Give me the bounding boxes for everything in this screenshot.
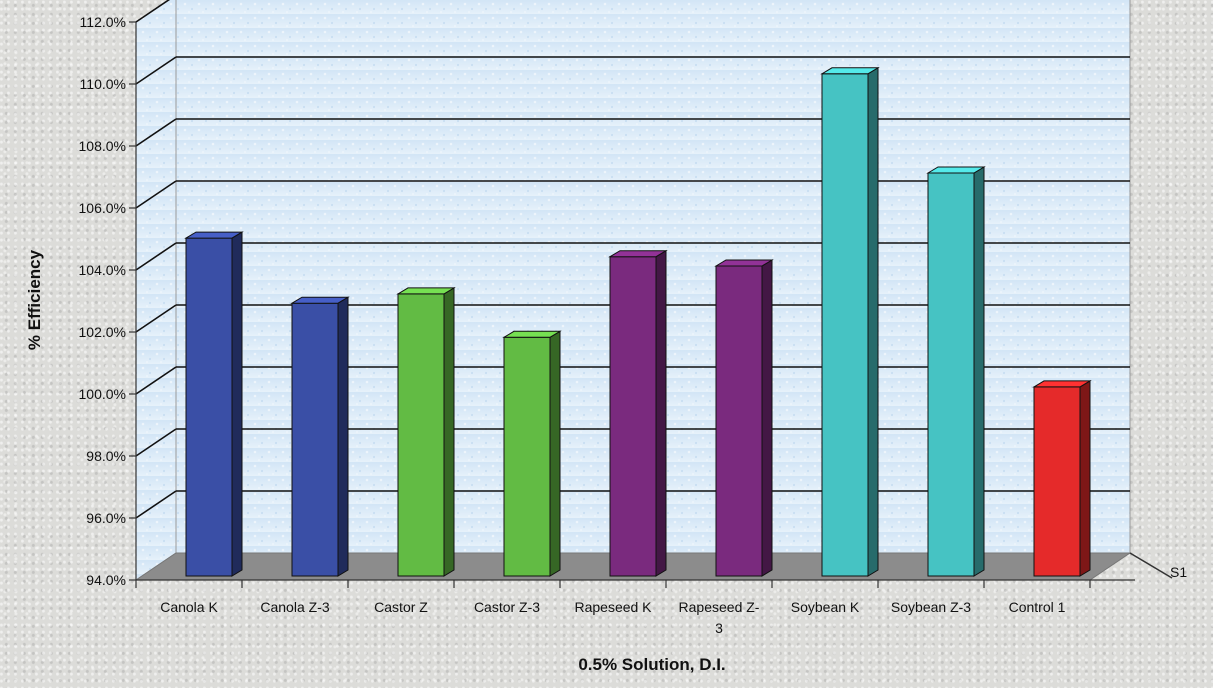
gridline-side <box>135 118 177 147</box>
y-tick-label: 108.0% <box>79 138 126 154</box>
gridline-side <box>135 490 177 519</box>
bar-front <box>1033 386 1081 577</box>
depth-axis: S1 <box>1129 552 1187 580</box>
depth-axis-tick <box>1129 552 1173 579</box>
bar <box>502 330 562 577</box>
gridline-side <box>135 0 171 23</box>
y-tick-label: 112.0% <box>80 14 126 30</box>
bar-top <box>926 166 986 174</box>
x-tick-label: Rapeseed K <box>574 599 652 615</box>
y-tick-label: 104.0% <box>79 262 126 278</box>
gridline-side <box>135 242 177 271</box>
bar <box>608 249 668 577</box>
bar-front <box>715 265 763 577</box>
y-tick-label: 98.0% <box>86 448 126 464</box>
bar-side <box>1079 380 1091 577</box>
bar-side <box>337 296 349 577</box>
bar <box>926 166 986 577</box>
bar <box>290 296 350 577</box>
bar-side <box>443 287 455 577</box>
bar-top <box>184 231 244 239</box>
side-wall <box>135 0 177 581</box>
bar-top <box>290 296 350 304</box>
bar-side <box>867 66 879 577</box>
bar-top <box>608 250 668 258</box>
x-tick-label: Castor Z-3 <box>474 599 540 615</box>
gridline-side <box>135 366 177 395</box>
y-axis: 94.0% 96.0% 98.0% 100.0% 102.0% 104.0% 106.0% 1… <box>79 14 137 588</box>
y-tick-label: 102.0% <box>79 324 126 340</box>
x-tick-label: Soybean Z-3 <box>891 599 971 615</box>
bar-side <box>761 259 773 577</box>
bar <box>184 231 244 577</box>
y-axis-title: % Efficiency <box>25 249 44 350</box>
gridline-side <box>135 428 177 457</box>
x-axis-title: 0.5% Solution, D.I. <box>578 655 725 674</box>
y-tick-label: 106.0% <box>79 200 126 216</box>
depth-axis-label: S1 <box>1170 564 1187 580</box>
bar-front <box>185 237 233 577</box>
bar-top <box>1032 380 1092 388</box>
y-tick-label: 100.0% <box>79 386 126 402</box>
bar-front <box>397 293 445 577</box>
bar <box>714 259 774 577</box>
bar-side <box>231 231 243 577</box>
x-tick-label: Soybean K <box>791 599 860 615</box>
bar <box>1032 380 1092 577</box>
bars <box>184 66 1092 577</box>
y-tick-label: 94.0% <box>86 572 126 588</box>
bar-front <box>927 172 975 577</box>
x-tick-label: Castor Z <box>374 599 428 615</box>
x-axis: Canola K Canola Z-3 Castor Z Castor Z-3 Rape… <box>135 579 1135 636</box>
bar-top <box>396 287 456 295</box>
bar-side <box>655 249 667 577</box>
y-tick-label: 110.0% <box>80 76 126 92</box>
y-tick-label: 96.0% <box>86 510 126 526</box>
x-tick-label: Canola Z-3 <box>260 599 329 615</box>
bar-front <box>821 73 869 577</box>
bar-top <box>502 330 562 338</box>
x-tick-label: Rapeseed Z-3 <box>679 599 760 636</box>
bar-top <box>820 67 880 75</box>
x-tick-label: Control 1 <box>1009 599 1066 615</box>
gridline-side <box>135 180 177 209</box>
bar-top <box>714 259 774 267</box>
bar <box>820 66 880 577</box>
gridline-side <box>135 304 177 333</box>
bar-side <box>973 166 985 577</box>
gridline-side <box>135 56 177 85</box>
bar-side <box>549 330 561 577</box>
x-tick-label: Canola K <box>160 599 218 615</box>
bar-front <box>609 256 657 577</box>
bar <box>396 287 456 577</box>
bar-front <box>503 336 551 577</box>
bar-front <box>291 302 339 577</box>
